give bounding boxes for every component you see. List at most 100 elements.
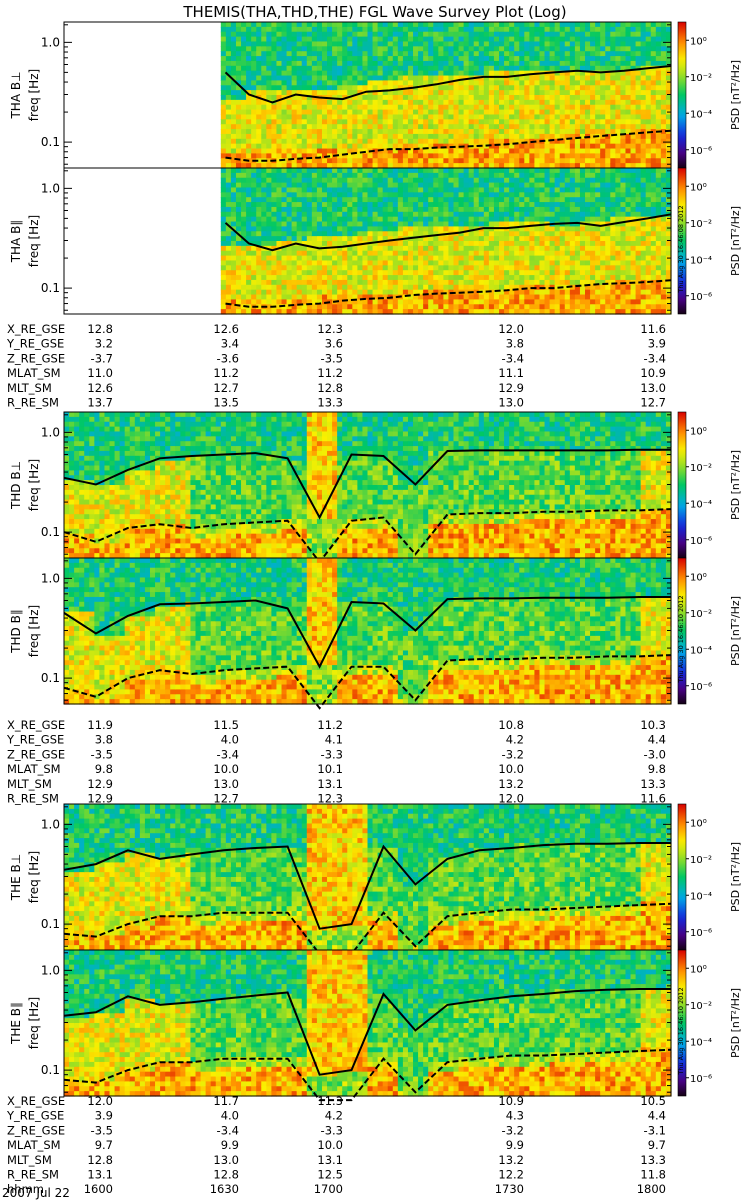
spectrogram-cell	[408, 192, 414, 197]
spectrogram-cell	[555, 304, 561, 309]
spectrogram-cell	[509, 46, 515, 51]
spectrogram-cell	[448, 114, 454, 119]
spectrogram-cell	[347, 256, 353, 261]
spectrogram-cell	[287, 275, 293, 280]
spectrogram-cell	[236, 71, 242, 76]
spectrogram-cell	[474, 119, 480, 124]
spectrogram-cell	[408, 251, 414, 256]
spectrogram-cell	[393, 226, 399, 231]
spectrogram-cell	[246, 212, 252, 217]
spectrogram-cell	[256, 290, 262, 295]
spectrogram-cell	[403, 304, 409, 309]
spectrogram-cell	[236, 22, 242, 27]
spectrogram-cell	[403, 178, 409, 183]
spectrogram-cell	[332, 304, 338, 309]
spectrogram-cell	[368, 139, 374, 144]
spectrogram-cell	[560, 144, 566, 149]
spectrogram-cell	[307, 168, 313, 173]
spectrogram-cell	[337, 212, 343, 217]
spectrogram-cell	[474, 231, 480, 236]
spectrogram-cell	[610, 129, 616, 134]
spectrogram-cell	[534, 46, 540, 51]
spectrogram-cell	[428, 226, 434, 231]
spectrogram-cell	[408, 61, 414, 66]
spectrogram-cell	[342, 110, 348, 115]
spectrogram-cell	[433, 217, 439, 222]
spectrogram-cell	[580, 105, 586, 110]
spectrogram-cell	[590, 187, 596, 192]
spectrogram-cell	[453, 124, 459, 129]
spectrogram-cell	[251, 51, 257, 56]
spectrogram-cell	[352, 222, 358, 227]
spectrogram-cell	[302, 56, 308, 61]
spectrogram-cell	[302, 149, 308, 154]
spectrogram-cell	[575, 183, 581, 188]
spectrogram-cell	[241, 139, 247, 144]
spectrogram-cell	[610, 61, 616, 66]
spectrogram-cell	[448, 202, 454, 207]
spectrogram-cell	[352, 51, 358, 56]
spectrogram-cell	[276, 51, 282, 56]
spectrogram-cell	[282, 71, 288, 76]
spectrogram-cell	[403, 95, 409, 100]
spectrogram-cell	[489, 251, 495, 256]
spectrogram-cell	[337, 61, 343, 66]
spectrogram-cell	[499, 22, 505, 27]
spectrogram-cell	[347, 51, 353, 56]
spectrogram-cell	[368, 246, 374, 251]
spectrogram-cell	[403, 134, 409, 139]
spectrogram-cell	[322, 217, 328, 222]
spectrogram-cell	[287, 226, 293, 231]
spectrogram-cell	[575, 110, 581, 115]
spectrogram-cell	[287, 129, 293, 134]
spectrogram-cell	[580, 212, 586, 217]
spectrogram-cell	[327, 71, 333, 76]
spectrogram-cell	[297, 46, 303, 51]
spectrogram-cell	[276, 173, 282, 178]
spectrogram-cell	[373, 212, 379, 217]
spectrogram-cell	[266, 256, 272, 261]
spectrogram-cell	[469, 85, 475, 90]
spectrogram-cell	[453, 246, 459, 251]
spectrogram-cell	[428, 61, 434, 66]
spectrogram-cell	[661, 90, 667, 95]
spectrogram-cell	[474, 95, 480, 100]
spectrogram-cell	[489, 299, 495, 304]
spectrogram-cell	[292, 256, 298, 261]
spectrogram-cell	[499, 134, 505, 139]
spectrogram-cell	[469, 231, 475, 236]
spectrogram-cell	[282, 270, 288, 275]
spectrogram-cell	[307, 251, 313, 256]
spectrogram-cell	[302, 37, 308, 42]
spectrogram-cell	[307, 61, 313, 66]
spectrogram-cell	[509, 231, 515, 236]
spectrogram-cell	[428, 95, 434, 100]
spectrogram-cell	[362, 153, 368, 158]
spectrogram-cell	[373, 207, 379, 212]
spectrogram-cell	[332, 80, 338, 85]
spectrogram-cell	[317, 173, 323, 178]
spectrogram-cell	[438, 222, 444, 227]
spectrogram-cell	[302, 71, 308, 76]
spectrogram-cell	[595, 61, 601, 66]
spectrogram-cell	[408, 105, 414, 110]
spectrogram-cell	[347, 222, 353, 227]
spectrogram-cell	[403, 139, 409, 144]
spectrogram-cell	[469, 299, 475, 304]
spectrogram-cell	[550, 275, 556, 280]
spectrogram-cell	[555, 178, 561, 183]
spectrogram-cell	[418, 32, 424, 37]
spectrogram-cell	[352, 178, 358, 183]
spectrogram-cell	[312, 256, 318, 261]
spectrogram-cell	[241, 260, 247, 265]
spectrogram-cell	[287, 41, 293, 46]
spectrogram-cell	[292, 270, 298, 275]
spectrogram-cell	[246, 32, 252, 37]
spectrogram-cell	[423, 197, 429, 202]
spectrogram-cell	[271, 56, 277, 61]
spectrogram-cell	[231, 95, 237, 100]
spectrogram-cell	[539, 76, 545, 81]
spectrogram-cell	[524, 197, 530, 202]
spectrogram-cell	[651, 37, 657, 42]
spectrogram-cell	[282, 280, 288, 285]
